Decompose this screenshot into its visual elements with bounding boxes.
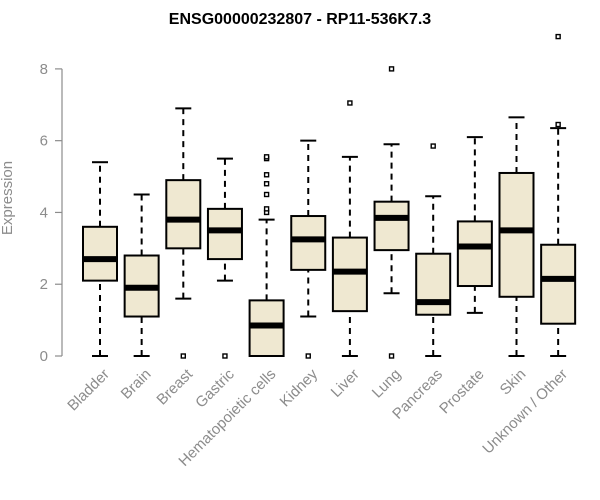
boxplot-bladder [82,161,118,357]
outlier-point [263,154,270,160]
y-axis-tick-label: 2 [40,276,48,293]
outlier-point [263,191,270,198]
boxplot-skin [498,116,535,357]
x-axis-category-label: Skin [497,366,530,399]
interquartile-box [456,220,493,288]
x-axis-category-label: Prostate [436,366,488,418]
boxplot-unknown-other [540,33,577,357]
interquartile-box [373,200,410,252]
outlier-point [263,206,270,212]
boxplot-gastric [206,157,243,359]
outlier-point [305,353,311,359]
interquartile-box [498,171,535,298]
interquartile-box [415,252,452,316]
outlier-point [180,353,187,359]
outlier-point [263,172,270,178]
x-axis-category-label: Breast [153,365,196,408]
x-axis-category-label: Lung [369,366,405,402]
y-axis-tick-label: 8 [40,61,48,78]
outlier-point [263,181,270,187]
interquartile-box [206,207,243,261]
interquartile-box [290,215,327,271]
boxplots [82,33,577,359]
y-axis-tick-label: 0 [40,348,48,365]
boxplot-pancreas [415,143,452,357]
y-axis-label: Expression [0,161,16,235]
outlier-point [555,121,561,128]
outlier-point [555,33,561,40]
outlier-point [430,143,436,149]
outlier-point [347,100,353,106]
outlier-point [388,353,395,359]
interquartile-box [165,179,202,250]
boxplot-hematopoietic-cells [248,154,285,357]
x-axis-category-label: Kidney [277,365,322,410]
y-axis-tick-label: 4 [40,204,48,221]
x-axis-category-label: Bladder [64,366,113,415]
outlier-point [388,66,395,72]
boxplot-lung [373,66,410,359]
boxplot-prostate [456,136,493,314]
boxplot-liver [331,100,368,357]
boxplot-kidney [290,139,327,359]
boxplot-brain [123,193,160,357]
interquartile-box [82,225,118,282]
chart-title: ENSG00000232807 - RP11-536K7.3 [169,11,432,28]
outlier-point [222,353,228,359]
boxplot-breast [165,107,202,359]
x-axis-category-label: Brain [118,366,155,403]
y-axis-tick-label: 6 [40,133,48,150]
y-axis: 0 2 4 6 8 [40,61,63,365]
x-axis-category-label: Liver [328,366,363,401]
interquartile-box [540,243,577,325]
